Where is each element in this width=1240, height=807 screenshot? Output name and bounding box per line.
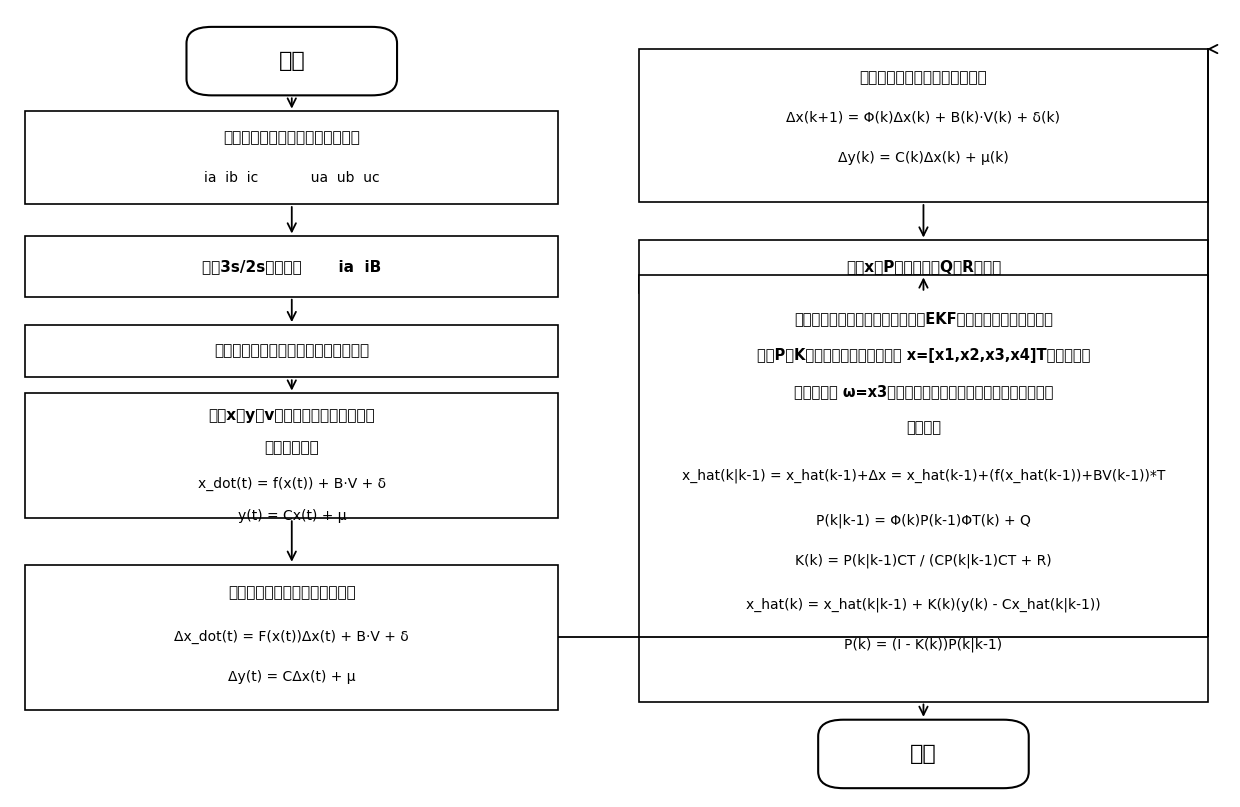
Text: P(k) = (I - K(k))P(k|k-1): P(k) = (I - K(k))P(k|k-1): [844, 638, 1002, 652]
Text: P(k|k-1) = Φ(k)P(k-1)ΦT(k) + Q: P(k|k-1) = Φ(k)P(k-1)ΦT(k) + Q: [816, 513, 1030, 528]
Text: 经过3s/2s变换得到       ia  iB: 经过3s/2s变换得到 ia iB: [202, 259, 382, 274]
Text: 确定x、P初值，确定Q、R设定值: 确定x、P初值，确定Q、R设定值: [846, 259, 1001, 274]
Text: x_hat(k|k-1) = x_hat(k-1)+Δx = x_hat(k-1)+(f(x_hat(k-1))+BV(k-1))*T: x_hat(k|k-1) = x_hat(k-1)+Δx = x_hat(k-1…: [682, 469, 1166, 483]
Text: Δx(k+1) = Φ(k)Δx(k) + B(k)·V(k) + δ(k): Δx(k+1) = Φ(k)Δx(k) + B(k)·V(k) + δ(k): [786, 111, 1060, 124]
Text: 离散化处理，得到离散状态方程: 离散化处理，得到离散状态方程: [859, 69, 987, 85]
FancyBboxPatch shape: [26, 111, 558, 204]
FancyBboxPatch shape: [639, 240, 1208, 293]
Text: 结束: 结束: [910, 744, 937, 764]
Text: 建立两相静止坐标系下电机的数学模型: 建立两相静止坐标系下电机的数学模型: [215, 344, 370, 358]
FancyBboxPatch shape: [26, 236, 558, 297]
FancyBboxPatch shape: [186, 27, 397, 95]
Text: x_dot(t) = f(x(t)) + B·V + δ: x_dot(t) = f(x(t)) + B·V + δ: [197, 477, 386, 491]
Text: Δx_dot(t) = F(x(t))Δx(t) + B·V + δ: Δx_dot(t) = F(x(t))Δx(t) + B·V + δ: [175, 630, 409, 644]
Text: x_hat(k) = x_hat(k|k-1) + K(k)(y(k) - Cx_hat(k|k-1)): x_hat(k) = x_hat(k|k-1) + K(k)(y(k) - Cx…: [746, 598, 1101, 613]
Text: 将上述状态方程和初始化结果带入EKF进行递归循环运算，实时: 将上述状态方程和初始化结果带入EKF进行递归循环运算，实时: [794, 312, 1053, 326]
Text: Δy(k) = C(k)Δx(k) + μ(k): Δy(k) = C(k)Δx(k) + μ(k): [838, 151, 1009, 165]
Text: 开始: 开始: [279, 51, 305, 71]
FancyBboxPatch shape: [818, 720, 1029, 788]
Text: 线性化处理，得到线性状态方程: 线性化处理，得到线性状态方程: [228, 585, 356, 600]
Text: ia  ib  ic            ua  ub  uc: ia ib ic ua ub uc: [203, 171, 379, 185]
Text: Δy(t) = CΔx(t) + μ: Δy(t) = CΔx(t) + μ: [228, 671, 356, 684]
FancyBboxPatch shape: [26, 394, 558, 518]
Text: y(t) = Cx(t) + μ: y(t) = Cx(t) + μ: [238, 509, 346, 523]
FancyBboxPatch shape: [26, 325, 558, 378]
Text: 新如下：: 新如下：: [906, 420, 941, 435]
FancyBboxPatch shape: [639, 274, 1208, 701]
Text: 状态方程形式: 状态方程形式: [264, 441, 319, 455]
FancyBboxPatch shape: [26, 565, 558, 709]
FancyBboxPatch shape: [639, 49, 1208, 202]
Text: K(k) = P(k|k-1)CT / (CP(k|k-1)CT + R): K(k) = P(k|k-1)CT / (CP(k|k-1)CT + R): [795, 554, 1052, 568]
Text: 电机模型输出三相电流、电压信号: 电机模型输出三相电流、电压信号: [223, 130, 360, 145]
Text: 转速估计值 ω=x3，其中递归循环计算中，相应状态和变量更: 转速估计值 ω=x3，其中递归循环计算中，相应状态和变量更: [794, 384, 1053, 399]
Text: 更新P、K，最终动态更新状态变量 x=[x1,x2,x3,x4]T，得到电机: 更新P、K，最终动态更新状态变量 x=[x1,x2,x3,x4]T，得到电机: [756, 348, 1090, 362]
Text: 设定x、y、v，将数学模型写成非线性: 设定x、y、v，将数学模型写成非线性: [208, 408, 376, 423]
